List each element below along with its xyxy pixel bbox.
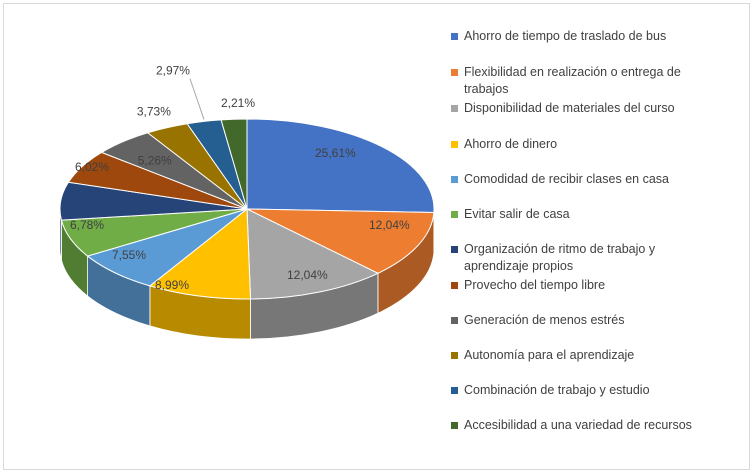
legend-label-line1: Disponibilidad de materiales del curso [464,101,675,115]
legend-label: Generación de menos estrés [464,312,625,329]
legend-swatch [451,69,458,76]
legend-swatch [451,246,458,253]
legend-swatch [451,33,458,40]
legend-label-line2: aprendizaje propios [464,259,574,273]
legend-label: Ahorro de dinero [464,136,557,153]
legend-label: Organización de ritmo de trabajo y aprend… [464,241,655,275]
legend-label: Autonomía para el aprendizaje [464,347,634,364]
legend-swatch [451,422,458,429]
leader-line [189,78,205,120]
legend-label: Comodidad de recibir clases en casa [464,171,669,188]
pie-slice-4 [148,207,252,300]
legend-item: Accesibilidad a una variedad de recursos [451,417,746,434]
data-label-4: 8,99% [155,278,189,292]
legend-label-line1: Comodidad de recibir clases en casa [464,172,669,186]
legend-label-line2: trabajos [464,82,509,96]
legend-swatch [451,352,458,359]
data-label-6: 6,78% [70,218,104,232]
legend-swatch [451,105,458,112]
legend-item: Generación de menos estrés [451,312,746,329]
pie-slice-2 [246,208,435,274]
data-label-1: 25,61% [315,146,356,160]
legend-label-line1: Evitar salir de casa [464,207,570,221]
legend-label-line1: Organización de ritmo de trabajo y [464,242,656,256]
legend-item: Organización de ritmo de trabajo y aprend… [451,241,746,275]
legend-swatch [451,176,458,183]
legend-item: Provecho del tiempo libre [451,277,746,294]
legend-label-line1: Provecho del tiempo libre [464,278,606,292]
legend-swatch [451,141,458,148]
legend-item: Flexibilidad en realización o entrega de… [451,64,746,98]
legend-item: Evitar salir de casa [451,206,746,223]
legend-item: Combinación de trabajo y estudio [451,382,746,399]
legend-label-line1: Generación de menos estrés [464,313,625,327]
data-label-12: 2,21% [221,96,255,110]
legend-label: Evitar salir de casa [464,206,570,223]
data-label-9: 5,26% [138,154,172,168]
legend-swatch [451,211,458,218]
legend-label: Disponibilidad de materiales del curso [464,100,675,117]
legend-item: Disponibilidad de materiales del curso [451,100,746,117]
legend-item: Comodidad de recibir clases en casa [451,171,746,188]
legend-item: Autonomía para el aprendizaje [451,347,746,364]
legend-label-line1: Flexibilidad en realización o entrega de [464,65,681,79]
pie-top [59,118,435,300]
legend-item: Ahorro de dinero [451,136,746,153]
pie-slice-3 [246,208,380,300]
legend-label-line1: Combinación de trabajo y estudio [464,383,650,397]
legend-label: Provecho del tiempo libre [464,277,605,294]
data-label-10: 3,73% [137,105,171,119]
legend-item: Ahorro de tiempo de traslado de bus [451,28,746,45]
legend-label-line1: Ahorro de tiempo de traslado de bus [464,29,667,43]
data-label-8: 6,02% [75,160,109,174]
pie-slice-12 [220,118,248,210]
legend-label: Accesibilidad a una variedad de recursos [464,417,692,434]
pie-slice-1 [246,118,435,213]
legend-swatch [451,387,458,394]
legend-label-line1: Autonomía para el aprendizaje [464,348,635,362]
data-label-11: 2,97% [156,64,190,78]
legend-swatch [451,282,458,289]
legend-label: Ahorro de tiempo de traslado de bus [464,28,666,45]
data-label-2: 12,04% [369,218,410,232]
legend-swatch [451,317,458,324]
data-label-5: 7,55% [112,248,146,262]
legend-label: Combinación de trabajo y estudio [464,382,650,399]
legend-label-line1: Accesibilidad a una variedad de recursos [464,418,692,432]
data-label-3: 12,04% [287,268,328,282]
pie-sides [59,208,435,340]
pie-data-labels: 25,61% 12,04% 12,04% 8,99% 7,55% 6,78% 6,02% 5,… [70,64,410,292]
legend-label: Flexibilidad en realización o entrega de… [464,64,681,98]
legend-label-line1: Ahorro de dinero [464,137,558,151]
